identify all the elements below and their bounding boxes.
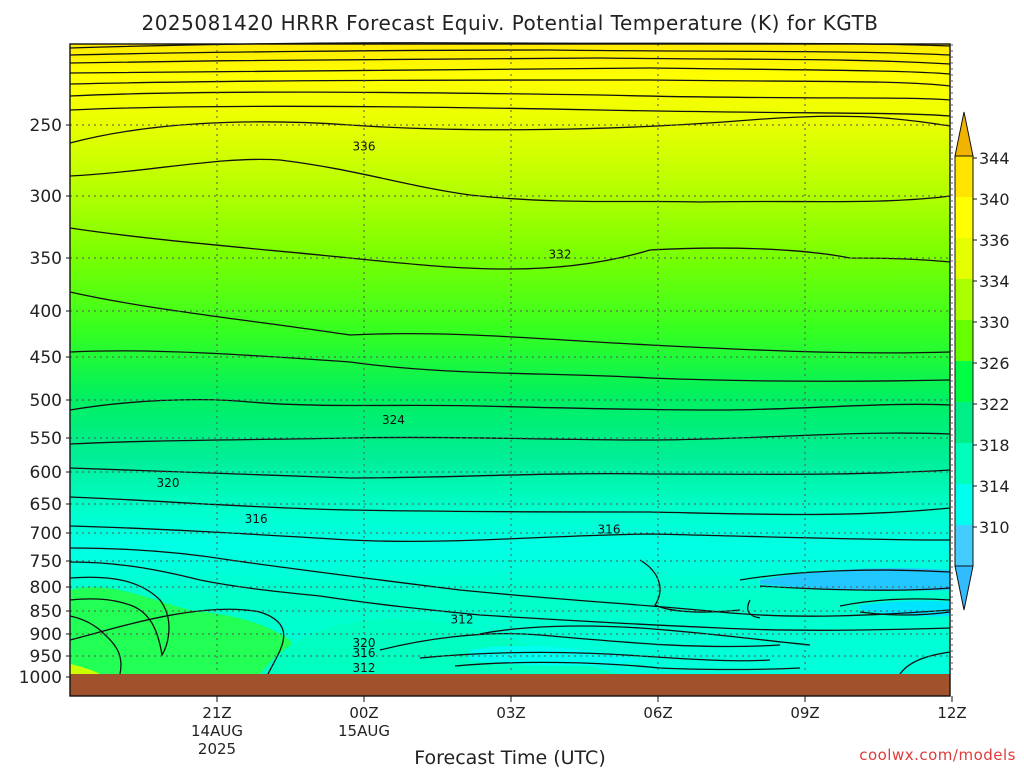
colorbar-label: 326 — [979, 354, 1010, 373]
y-tick-label: 750 — [30, 552, 62, 572]
colorbar-swatch — [955, 320, 973, 361]
contour-label: 324 — [382, 413, 405, 427]
y-tick-label: 700 — [30, 524, 62, 544]
y-tick-label: 400 — [30, 302, 62, 322]
colorbar-label: 336 — [979, 231, 1010, 250]
y-tick-label: 600 — [30, 463, 62, 483]
x-tick-date: 14AUG — [191, 722, 243, 740]
cool-pocket-center — [470, 645, 640, 666]
ground-strip — [70, 674, 950, 696]
contour-label: 316 — [353, 646, 376, 660]
y-tick-label: 250 — [30, 116, 62, 136]
contour-label: 312 — [451, 612, 474, 626]
colorbar: 344 340 336 334 330 326 322 318 314 310 — [954, 111, 1010, 611]
grid-lines — [70, 44, 953, 674]
colorbar-swatch — [955, 361, 973, 402]
y-tick-label: 1000 — [19, 668, 62, 688]
colorbar-swatch — [955, 279, 973, 320]
colorbar-swatch — [955, 197, 973, 238]
contour-label: 320 — [353, 636, 376, 650]
x-tick-date: 15AUG — [338, 722, 390, 740]
x-tick-label: 12Z — [937, 704, 966, 722]
y-axis: 250 300 350 400 450 500 550 600 650 700 750 800 850 9… — [19, 116, 70, 688]
y-tick-label: 550 — [30, 429, 62, 449]
colorbar-bottom-arrow — [954, 565, 974, 611]
credit-text[interactable]: coolwx.com/models — [859, 746, 1016, 764]
colorbar-swatch — [955, 238, 973, 279]
contour-label: 316 — [245, 512, 268, 526]
x-tick-year: 2025 — [198, 740, 236, 758]
contour-label: 336 — [353, 139, 376, 153]
y-tick-label: 850 — [30, 602, 62, 622]
colorbar-swatch — [955, 525, 973, 566]
contour-label: 332 — [549, 247, 572, 261]
x-axis-label: Forecast Time (UTC) — [414, 747, 605, 768]
plot-border — [69, 43, 951, 697]
colorbar-swatch — [955, 402, 973, 443]
colorbar-label: 344 — [979, 149, 1010, 168]
y-tick-label: 450 — [30, 348, 62, 368]
colorbar-label: 340 — [979, 190, 1010, 209]
cool-pocket-lower-right — [860, 600, 950, 617]
warm-surface-region-left — [70, 587, 295, 674]
y-tick-label: 350 — [30, 249, 62, 269]
x-tick-label: 21Z — [202, 704, 231, 722]
y-tick-label: 900 — [30, 625, 62, 645]
x-tick-label: 00Z — [349, 704, 378, 722]
y-tick-label: 500 — [30, 391, 62, 411]
x-tick-label: 03Z — [496, 704, 525, 722]
y-tick-label: 800 — [30, 578, 62, 598]
colorbar-label: 314 — [979, 477, 1010, 496]
colorbar-swatch — [955, 443, 973, 484]
colorbar-label: 318 — [979, 436, 1010, 455]
contour-label: 316 — [598, 523, 621, 537]
warm-corner-lower-left — [70, 664, 100, 674]
contour-label: 312 — [353, 661, 376, 675]
colorbar-swatch — [955, 156, 973, 197]
cool-pocket-right — [760, 568, 950, 591]
colorbar-label: 310 — [979, 518, 1010, 537]
colorbar-label: 322 — [979, 395, 1010, 414]
contour-labels: 336332324324320316316316320312320316312 — [157, 139, 621, 675]
y-tick-label: 650 — [30, 495, 62, 515]
plot-area-background — [70, 44, 950, 674]
y-tick-label: 950 — [30, 647, 62, 667]
chart-title: 2025081420 HRRR Forecast Equiv. Potentia… — [141, 11, 878, 35]
colorbar-label: 334 — [979, 272, 1010, 291]
colorbar-label: 330 — [979, 313, 1010, 332]
y-tick-label: 300 — [30, 187, 62, 207]
colorbar-swatch — [955, 484, 973, 525]
x-tick-label: 06Z — [643, 704, 672, 722]
x-tick-label: 09Z — [790, 704, 819, 722]
colorbar-top-arrow — [954, 111, 974, 157]
contour-label: 320 — [157, 476, 180, 490]
